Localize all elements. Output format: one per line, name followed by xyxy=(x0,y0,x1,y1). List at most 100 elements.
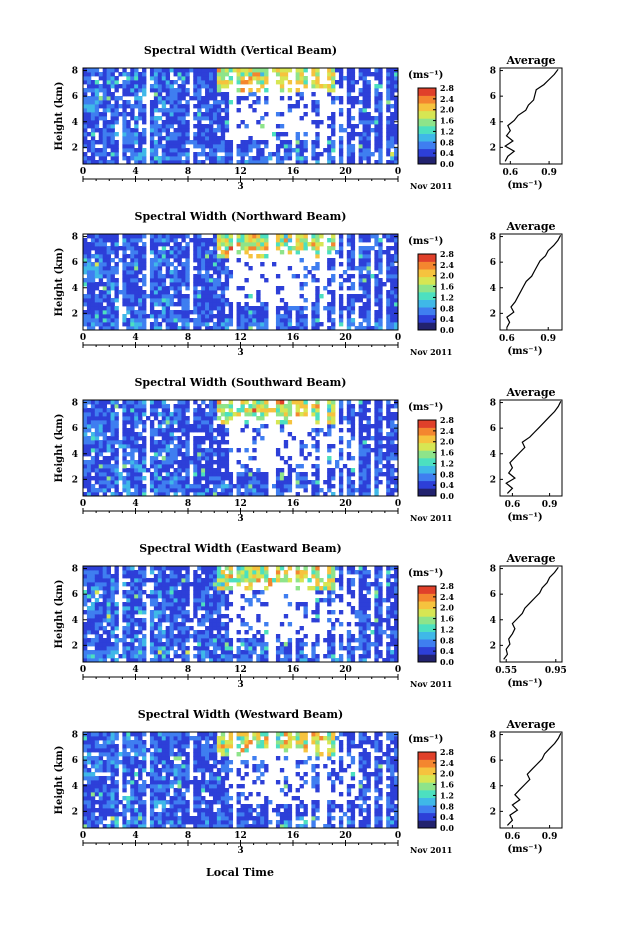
heatmap-cell xyxy=(303,456,308,461)
heatmap-cell xyxy=(315,140,320,145)
heatmap-cell xyxy=(240,322,245,327)
heatmap-cell xyxy=(90,242,96,247)
heatmap-cell xyxy=(201,448,206,453)
heatmap-cell xyxy=(260,436,265,441)
heatmap-cell xyxy=(209,80,214,85)
heatmap-cell xyxy=(118,476,123,481)
heatmap-cell xyxy=(205,68,210,73)
heatmap-cell xyxy=(358,326,363,331)
heatmap-cell xyxy=(114,590,119,595)
heatmap-cell xyxy=(134,646,139,651)
heatmap-cell xyxy=(185,156,190,161)
heatmap-cell xyxy=(220,626,226,631)
heatmap-cell xyxy=(169,104,174,109)
heatmap-cell xyxy=(390,104,395,109)
heatmap-cell xyxy=(362,132,367,137)
heatmap-cell xyxy=(114,468,119,473)
heatmap-cell xyxy=(102,262,108,267)
heatmap-cell xyxy=(315,326,320,331)
heatmap-cell xyxy=(327,404,332,409)
heatmap-cell xyxy=(94,586,100,591)
heatmap-cell xyxy=(83,582,88,587)
heatmap-cell xyxy=(153,586,159,591)
heatmap-cell xyxy=(331,116,336,121)
heatmap-cell xyxy=(256,100,261,105)
heatmap-cell xyxy=(98,290,104,295)
heatmap-cell xyxy=(94,618,100,623)
heatmap-cell xyxy=(252,448,257,453)
heatmap-cell xyxy=(185,626,190,631)
heatmap-cell xyxy=(358,136,363,141)
heatmap-cell xyxy=(327,444,332,449)
heatmap-cell xyxy=(106,262,111,267)
heatmap-cell xyxy=(394,136,399,141)
heatmap-cell xyxy=(216,326,222,331)
heatmap-cell xyxy=(98,322,104,327)
heatmap-cell xyxy=(390,262,395,267)
heatmap-cell xyxy=(212,314,218,319)
heatmap-cell xyxy=(374,310,379,315)
heatmap-cell xyxy=(327,92,332,97)
heatmap-cell xyxy=(122,84,127,89)
heatmap-cell xyxy=(201,622,206,627)
heatmap-cell xyxy=(185,658,190,663)
heatmap-cell xyxy=(205,618,210,623)
heatmap-cell xyxy=(378,412,383,417)
heatmap-cell xyxy=(83,144,88,149)
heatmap-cell xyxy=(209,262,214,267)
heatmap-cell xyxy=(161,234,167,239)
heatmap-cell xyxy=(130,278,135,283)
heatmap-cell xyxy=(311,318,316,323)
heatmap-cell xyxy=(346,314,352,319)
heatmap-cell xyxy=(378,68,383,73)
heatmap-cell xyxy=(366,96,371,101)
heatmap-cell xyxy=(165,480,171,485)
heatmap-cell xyxy=(173,408,178,413)
heatmap-cell xyxy=(197,270,202,275)
heatmap-cell xyxy=(315,574,320,579)
heatmap-cell xyxy=(114,614,119,619)
heatmap-cell xyxy=(185,250,190,255)
heatmap-cell xyxy=(149,570,155,575)
heatmap-cell xyxy=(126,124,131,129)
heatmap-cell xyxy=(130,112,135,117)
heatmap-cell xyxy=(327,258,332,263)
heatmap-cell xyxy=(374,452,379,457)
heatmap-cell xyxy=(205,626,210,631)
heatmap-cell xyxy=(390,234,395,239)
heatmap-cell xyxy=(264,574,269,579)
heatmap-cell xyxy=(146,468,151,473)
heatmap-cell xyxy=(130,322,135,327)
heatmap-cell xyxy=(126,642,131,647)
heatmap-cell xyxy=(134,492,139,497)
heatmap-cell xyxy=(193,594,198,599)
heatmap-cell xyxy=(177,464,182,469)
colorbar-swatch xyxy=(418,435,436,444)
heatmap-cell xyxy=(165,286,171,291)
heatmap-cell xyxy=(331,310,336,315)
heatmap-cell xyxy=(331,294,336,299)
heatmap-cell xyxy=(346,408,352,413)
heatmap-cell xyxy=(205,156,210,161)
heatmap-cell xyxy=(299,658,304,663)
heatmap-cell xyxy=(295,412,300,417)
heatmap-cell xyxy=(118,444,123,449)
heatmap-cell xyxy=(106,318,111,323)
heatmap-cell xyxy=(138,468,143,473)
heatmap-cell xyxy=(149,638,155,643)
heatmap-cell xyxy=(134,464,139,469)
heatmap-cell xyxy=(90,262,96,267)
heatmap-cell xyxy=(114,610,119,615)
heatmap-cell xyxy=(216,642,222,647)
heatmap-cell xyxy=(315,638,320,643)
heatmap-cell xyxy=(295,658,300,663)
heatmap-cell xyxy=(130,626,135,631)
heatmap-cell xyxy=(268,156,273,161)
heatmap-cell xyxy=(114,420,119,425)
heatmap-cell xyxy=(394,132,399,137)
heatmap-cell xyxy=(98,128,104,133)
heatmap-cell xyxy=(138,104,143,109)
heatmap-cell xyxy=(378,436,383,441)
heatmap-cell xyxy=(161,258,167,263)
heatmap-cell xyxy=(390,432,395,437)
